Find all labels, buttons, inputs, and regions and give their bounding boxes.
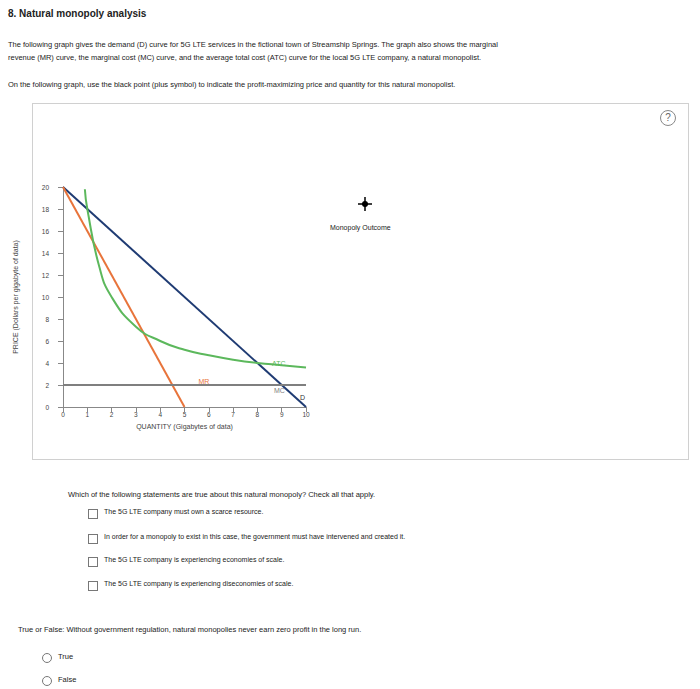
svg-text:1: 1 xyxy=(85,411,89,418)
svg-text:PRICE (Dollars per gigabyte of: PRICE (Dollars per gigabyte of data) xyxy=(12,240,20,354)
svg-text:ATC: ATC xyxy=(272,360,285,367)
svg-text:MC: MC xyxy=(274,387,285,394)
svg-text:18: 18 xyxy=(42,206,50,213)
svg-text:3: 3 xyxy=(134,411,138,418)
svg-text:QUANTITY (Gigabytes of data): QUANTITY (Gigabytes of data) xyxy=(136,423,233,431)
html-text:The 5G LTE company is experien: The 5G LTE company is experiencing econo… xyxy=(104,556,285,563)
svg-text:6: 6 xyxy=(45,338,49,345)
html-text:revenue (MR) curve, the margin: revenue (MR) curve, the marginal cost (M… xyxy=(8,53,482,62)
html-text:The 5G LTE company must own a: The 5G LTE company must own a scarce res… xyxy=(104,508,264,515)
html-text:The 5G LTE company is experien: The 5G LTE company is experiencing disec… xyxy=(104,580,294,587)
svg-text:8: 8 xyxy=(45,316,49,323)
svg-text:14: 14 xyxy=(42,250,50,257)
svg-text:0: 0 xyxy=(61,411,65,418)
svg-text:20: 20 xyxy=(42,184,50,191)
html-text:8. Natural monopoly analysis: 8. Natural monopoly analysis xyxy=(8,8,147,19)
html-text:Monopoly Outcome: Monopoly Outcome xyxy=(330,224,391,231)
svg-text:0: 0 xyxy=(45,404,49,411)
svg-text:4: 4 xyxy=(158,411,162,418)
svg-text:2: 2 xyxy=(45,382,49,389)
svg-text:5: 5 xyxy=(183,411,187,418)
svg-text:8: 8 xyxy=(256,411,260,418)
html-text:True: True xyxy=(58,652,74,661)
svg-text:9: 9 xyxy=(280,411,284,418)
html-text:True or False: Without governm: True or False: Without government regula… xyxy=(18,625,362,634)
svg-text:6: 6 xyxy=(207,411,211,418)
svg-text:12: 12 xyxy=(42,272,50,279)
svg-text:7: 7 xyxy=(231,411,235,418)
html-text:In order for a monopoly to exi: In order for a monopoly to exist in this… xyxy=(104,533,406,540)
html-text:The following graph gives the: The following graph gives the demand (D)… xyxy=(8,40,498,49)
svg-text:2: 2 xyxy=(110,411,114,418)
svg-text:10: 10 xyxy=(42,294,50,301)
svg-text:D: D xyxy=(300,394,305,401)
svg-text:MR: MR xyxy=(199,378,210,385)
svg-text:10: 10 xyxy=(302,411,310,418)
svg-text:4: 4 xyxy=(45,360,49,367)
html-text:False: False xyxy=(58,675,77,684)
html-text:On the following graph, use th: On the following graph, use the black po… xyxy=(8,80,456,89)
svg-text:16: 16 xyxy=(42,228,50,235)
html-text:Which of the following stateme: Which of the following statements are tr… xyxy=(68,490,376,499)
